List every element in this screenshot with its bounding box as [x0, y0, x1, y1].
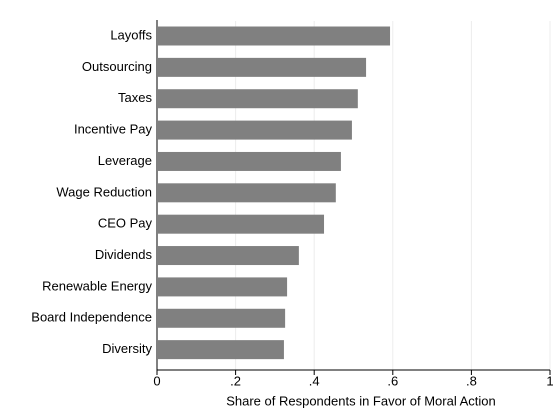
bar [157, 277, 288, 297]
bar [157, 57, 367, 77]
y-tick-label: Leverage [98, 153, 152, 168]
y-tick-label: Taxes [118, 90, 152, 105]
y-tick-label: Layoffs [110, 27, 152, 42]
bar [157, 214, 325, 234]
x-tick-label: 0 [153, 373, 160, 388]
bar [157, 308, 286, 328]
x-tick-label: .8 [466, 373, 477, 388]
y-tick-label: Incentive Pay [74, 122, 153, 137]
bar [157, 89, 358, 109]
x-tick-label: .2 [230, 373, 241, 388]
bar [157, 120, 352, 140]
x-tick-label: .6 [387, 373, 398, 388]
x-tick-label: 1 [546, 373, 553, 388]
y-tick-label: Board Independence [31, 310, 152, 325]
x-tick-label: .4 [309, 373, 320, 388]
bar [157, 246, 299, 266]
y-tick-label: Diversity [102, 341, 152, 356]
bar [157, 26, 391, 46]
bar [157, 183, 336, 203]
y-tick-label: Outsourcing [82, 59, 152, 74]
x-axis-label: Share of Respondents in Favor of Moral A… [226, 393, 496, 408]
y-tick-label: Dividends [95, 247, 153, 262]
y-tick-label: CEO Pay [98, 216, 153, 231]
bar [157, 151, 341, 171]
y-tick-label: Wage Reduction [56, 184, 152, 199]
y-tick-label: Renewable Energy [42, 278, 152, 293]
bar [157, 340, 284, 360]
